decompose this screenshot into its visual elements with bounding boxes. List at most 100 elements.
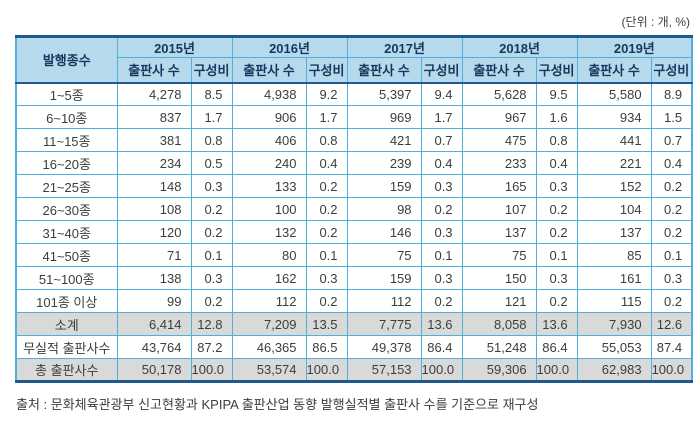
value-cell: 0.2 xyxy=(305,197,348,221)
value-cell: 100.0 xyxy=(190,358,233,382)
table-row: 101종 이상 99 0.2 112 0.2 112 0.2 121 0.2 115 0.2 xyxy=(15,289,693,313)
row-label: 11~15종 xyxy=(15,128,118,152)
row-label: 31~40종 xyxy=(15,220,118,244)
composition-ratio-header-2016: 구성비 xyxy=(305,57,348,83)
value-cell: 0.5 xyxy=(190,151,233,175)
value-cell: 0.8 xyxy=(535,128,578,152)
table-row: 26~30종 108 0.2 100 0.2 98 0.2 107 0.2 104 0.2 xyxy=(15,197,693,221)
corner-header-issue-count: 발행종수 xyxy=(15,36,118,83)
publishers-by-title-count-table: 발행종수 2015년 2016년 2017년 2018년 2019년 출판사 수 구성비 출판사… xyxy=(15,35,694,383)
value-cell: 85 xyxy=(576,243,652,267)
value-cell: 0.2 xyxy=(535,289,578,313)
table-row: 6~10종 837 1.7 906 1.7 969 1.7 967 1.6 934 1.5 xyxy=(15,105,693,129)
value-cell: 152 xyxy=(576,174,652,198)
value-cell: 133 xyxy=(231,174,307,198)
value-cell: 49,378 xyxy=(346,335,422,359)
publisher-count-header-2015: 출판사 수 xyxy=(116,57,192,83)
value-cell: 0.3 xyxy=(535,266,578,290)
value-cell: 55,053 xyxy=(576,335,652,359)
publisher-count-header-2016: 출판사 수 xyxy=(231,57,307,83)
value-cell: 0.2 xyxy=(305,289,348,313)
value-cell: 4,278 xyxy=(116,82,192,106)
value-cell: 0.3 xyxy=(420,266,463,290)
unit-label: (단위 : 개, %) xyxy=(621,15,690,29)
table-row: 11~15종 381 0.8 406 0.8 421 0.7 475 0.8 441 0.7 xyxy=(15,128,693,152)
value-cell: 239 xyxy=(346,151,422,175)
value-cell: 159 xyxy=(346,266,422,290)
value-cell: 12.8 xyxy=(190,312,233,336)
page: (단위 : 개, %) 발행종수 2015년 2016년 2017년 2018년 2019… xyxy=(15,15,694,412)
value-cell: 0.3 xyxy=(535,174,578,198)
row-label: 41~50종 xyxy=(15,243,118,267)
table-row: 소계 6,414 12.8 7,209 13.5 7,775 13.6 8,058 13.6 7,… xyxy=(15,312,693,336)
value-cell: 5,580 xyxy=(576,82,652,106)
value-cell: 1.7 xyxy=(305,105,348,129)
value-cell: 9.4 xyxy=(420,82,463,106)
value-cell: 150 xyxy=(461,266,537,290)
value-cell: 138 xyxy=(116,266,192,290)
publisher-count-header-2017: 출판사 수 xyxy=(346,57,422,83)
year-header-2016: 2016년 xyxy=(231,36,348,58)
row-label: 16~20종 xyxy=(15,151,118,175)
value-cell: 104 xyxy=(576,197,652,221)
value-cell: 1.7 xyxy=(420,105,463,129)
value-cell: 1.5 xyxy=(650,105,693,129)
value-cell: 0.1 xyxy=(305,243,348,267)
value-cell: 0.3 xyxy=(650,266,693,290)
value-cell: 406 xyxy=(231,128,307,152)
row-label: 1~5종 xyxy=(15,82,118,106)
value-cell: 86.4 xyxy=(420,335,463,359)
value-cell: 13.6 xyxy=(420,312,463,336)
row-label: 21~25종 xyxy=(15,174,118,198)
value-cell: 0.7 xyxy=(420,128,463,152)
value-cell: 100 xyxy=(231,197,307,221)
value-cell: 441 xyxy=(576,128,652,152)
table-body: 1~5종 4,278 8.5 4,938 9.2 5,397 9.4 5,628 9.5 5,58… xyxy=(15,82,693,382)
value-cell: 0.4 xyxy=(650,151,693,175)
composition-ratio-header-2017: 구성비 xyxy=(420,57,463,83)
value-cell: 107 xyxy=(461,197,537,221)
value-cell: 57,153 xyxy=(346,358,422,382)
value-cell: 1.7 xyxy=(190,105,233,129)
value-cell: 0.3 xyxy=(305,266,348,290)
value-cell: 837 xyxy=(116,105,192,129)
row-label: 26~30종 xyxy=(15,197,118,221)
value-cell: 8.5 xyxy=(190,82,233,106)
value-cell: 161 xyxy=(576,266,652,290)
value-cell: 0.2 xyxy=(190,220,233,244)
value-cell: 100.0 xyxy=(420,358,463,382)
value-cell: 381 xyxy=(116,128,192,152)
value-cell: 0.3 xyxy=(420,220,463,244)
header-row-years: 발행종수 2015년 2016년 2017년 2018년 2019년 xyxy=(15,36,693,83)
value-cell: 8,058 xyxy=(461,312,537,336)
value-cell: 50,178 xyxy=(116,358,192,382)
value-cell: 112 xyxy=(346,289,422,313)
value-cell: 137 xyxy=(461,220,537,244)
value-cell: 71 xyxy=(116,243,192,267)
value-cell: 0.3 xyxy=(420,174,463,198)
value-cell: 5,628 xyxy=(461,82,537,106)
value-cell: 75 xyxy=(346,243,422,267)
value-cell: 906 xyxy=(231,105,307,129)
table-row: 21~25종 148 0.3 133 0.2 159 0.3 165 0.3 152 0.2 xyxy=(15,174,693,198)
value-cell: 0.1 xyxy=(650,243,693,267)
value-cell: 100.0 xyxy=(650,358,693,382)
value-cell: 137 xyxy=(576,220,652,244)
value-cell: 0.2 xyxy=(420,289,463,313)
value-cell: 0.1 xyxy=(190,243,233,267)
table-head: 발행종수 2015년 2016년 2017년 2018년 2019년 출판사 수 구성비 출판사… xyxy=(15,36,693,83)
value-cell: 112 xyxy=(231,289,307,313)
year-header-2018: 2018년 xyxy=(461,36,578,58)
value-cell: 240 xyxy=(231,151,307,175)
row-label: 51~100종 xyxy=(15,266,118,290)
value-cell: 1.6 xyxy=(535,105,578,129)
value-cell: 59,306 xyxy=(461,358,537,382)
publisher-count-header-2019: 출판사 수 xyxy=(576,57,652,83)
value-cell: 13.6 xyxy=(535,312,578,336)
value-cell: 86.5 xyxy=(305,335,348,359)
value-cell: 87.4 xyxy=(650,335,693,359)
value-cell: 0.2 xyxy=(650,289,693,313)
source-note: 출처 : 문화체육관광부 신고현황과 KPIPA 출판산업 동향 발행실적별 출… xyxy=(16,397,539,412)
value-cell: 98 xyxy=(346,197,422,221)
value-cell: 969 xyxy=(346,105,422,129)
